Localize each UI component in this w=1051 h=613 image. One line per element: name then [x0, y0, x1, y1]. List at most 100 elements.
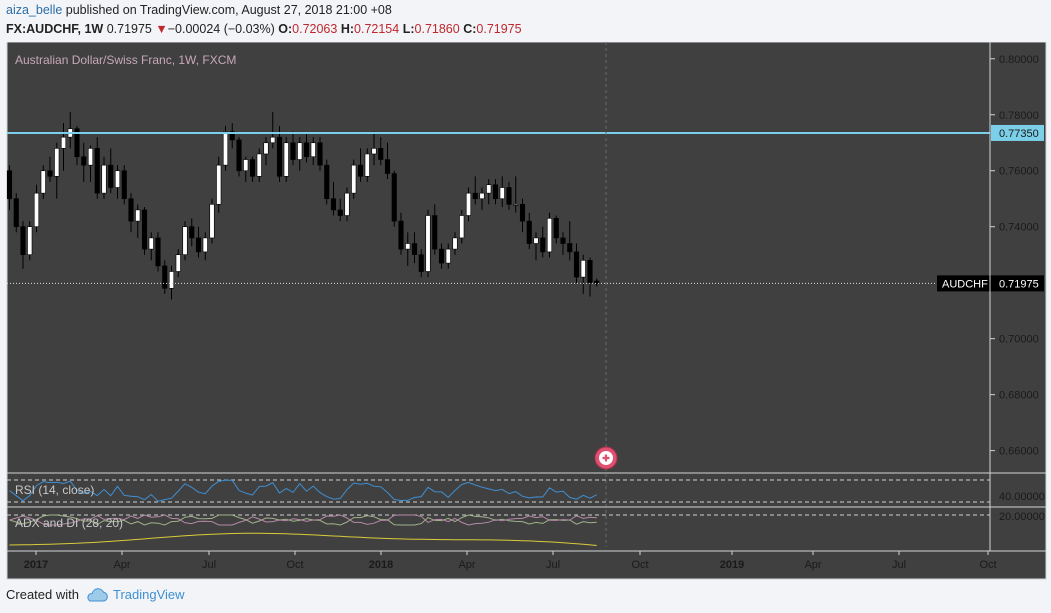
- candle: [506, 181, 512, 210]
- candle: [283, 137, 289, 182]
- candle: [13, 193, 19, 233]
- candle: [54, 142, 60, 199]
- candle: [479, 187, 485, 210]
- created-with-text: Created with: [6, 587, 79, 602]
- y-tick-label: 0.78000: [999, 110, 1039, 122]
- candle: [6, 165, 13, 210]
- candle: [303, 134, 310, 163]
- candle: [587, 257, 593, 297]
- author-link[interactable]: aiza_belle: [6, 3, 63, 17]
- candle: [560, 232, 566, 255]
- symbol-tag-label: AUDCHF: [942, 278, 988, 290]
- candle: [513, 176, 519, 213]
- candle: [249, 156, 256, 182]
- candle: [438, 243, 445, 269]
- candle: [20, 221, 26, 269]
- candle: [202, 232, 208, 261]
- candle: [189, 218, 195, 247]
- high-value: 0.72154: [354, 22, 400, 36]
- candle: [310, 137, 316, 166]
- candle: [121, 165, 127, 205]
- candle: [351, 159, 357, 199]
- candle: [162, 260, 168, 294]
- footer: Created with TradingView: [6, 587, 185, 602]
- price-change: −0.00024 (−0.03%): [167, 22, 275, 36]
- candle: [445, 243, 451, 269]
- y-tick-label: 0.70000: [999, 334, 1039, 346]
- tradingview-link[interactable]: TradingView: [85, 587, 185, 602]
- candle: [519, 198, 526, 233]
- candle: [155, 232, 161, 272]
- candle: [425, 209, 431, 278]
- candle: [175, 249, 181, 278]
- low-label: L:: [402, 22, 415, 36]
- last-price-tag-label: 0.71975: [999, 278, 1039, 290]
- x-tick-label: 2017: [24, 559, 48, 571]
- adx-label: ADX and DI (28, 20): [15, 516, 123, 530]
- candle: [297, 137, 303, 171]
- candle: [533, 232, 539, 261]
- candle: [418, 249, 424, 278]
- candle: [594, 278, 600, 287]
- y-tick-label: 0.80000: [999, 54, 1039, 66]
- down-arrow-icon: ▼: [155, 22, 168, 36]
- adx-level-label: 20.00000: [999, 511, 1045, 523]
- y-tick-label: 0.66000: [999, 446, 1039, 458]
- x-tick-label: Oct: [631, 559, 648, 571]
- candle: [371, 131, 377, 166]
- plus-icon: [602, 454, 610, 462]
- candle: [492, 179, 499, 205]
- candle: [135, 204, 141, 238]
- candle: [526, 212, 532, 250]
- candle: [256, 148, 262, 182]
- chart-title: Australian Dollar/Swiss Franc, 1W, FXCM: [15, 53, 236, 67]
- candle: [148, 232, 154, 261]
- candle: [344, 187, 350, 222]
- candle: [229, 123, 235, 149]
- candle: [168, 265, 175, 300]
- candle: [472, 176, 478, 205]
- candle: [486, 179, 492, 205]
- candle: [263, 137, 269, 166]
- candle: [40, 165, 46, 199]
- candle: [465, 187, 472, 222]
- y-tick-label: 0.76000: [999, 166, 1039, 178]
- candle: [81, 142, 87, 182]
- candle: [243, 156, 249, 182]
- candle: [452, 232, 458, 255]
- candle: [391, 170, 397, 227]
- symbol-tag: [937, 275, 992, 292]
- candle: [47, 156, 53, 182]
- time-axis[interactable]: 2017 Apr Jul Oct 2018 Apr Jul Oct 2019 Apr Jul Oct: [24, 551, 997, 571]
- price-chart[interactable]: Australian Dollar/Swiss Franc, 1W, FXCM …: [0, 42, 1051, 582]
- di-minus-line: [9, 514, 597, 526]
- adx-line: [9, 532, 597, 546]
- candle: [553, 215, 559, 244]
- symbol-label: FX:AUDCHF, 1W: [6, 22, 104, 36]
- rsi-line: [9, 479, 597, 502]
- candle: [364, 148, 370, 182]
- close-label: C:: [463, 22, 477, 36]
- x-tick-label: 2018: [369, 559, 393, 571]
- rsi-label: RSI (14, close): [15, 483, 94, 497]
- hline-price-tag: [991, 124, 1044, 141]
- candle: [573, 243, 580, 283]
- candle: [337, 198, 343, 222]
- candle: [270, 111, 276, 149]
- publish-text: published on TradingView.com, August 27,…: [65, 3, 392, 17]
- candle: [546, 212, 553, 258]
- x-tick-label: Apr: [804, 559, 821, 571]
- candle: [33, 184, 40, 233]
- quote-line: FX:AUDCHF, 1W 0.71975 ▼−0.00024 (−0.03%)…: [6, 22, 522, 36]
- candle: [405, 232, 411, 266]
- open-label: O:: [278, 22, 293, 36]
- candle: [114, 165, 121, 199]
- candle: [60, 123, 67, 171]
- candle: [317, 137, 323, 171]
- hline-price-label: 0.77350: [999, 128, 1039, 140]
- y-tick-label: 0.68000: [999, 390, 1039, 402]
- tradingview-brand: TradingView: [112, 587, 185, 602]
- candle: [567, 221, 573, 261]
- x-tick-label: Oct: [286, 559, 303, 571]
- add-alert-button[interactable]: [594, 446, 618, 470]
